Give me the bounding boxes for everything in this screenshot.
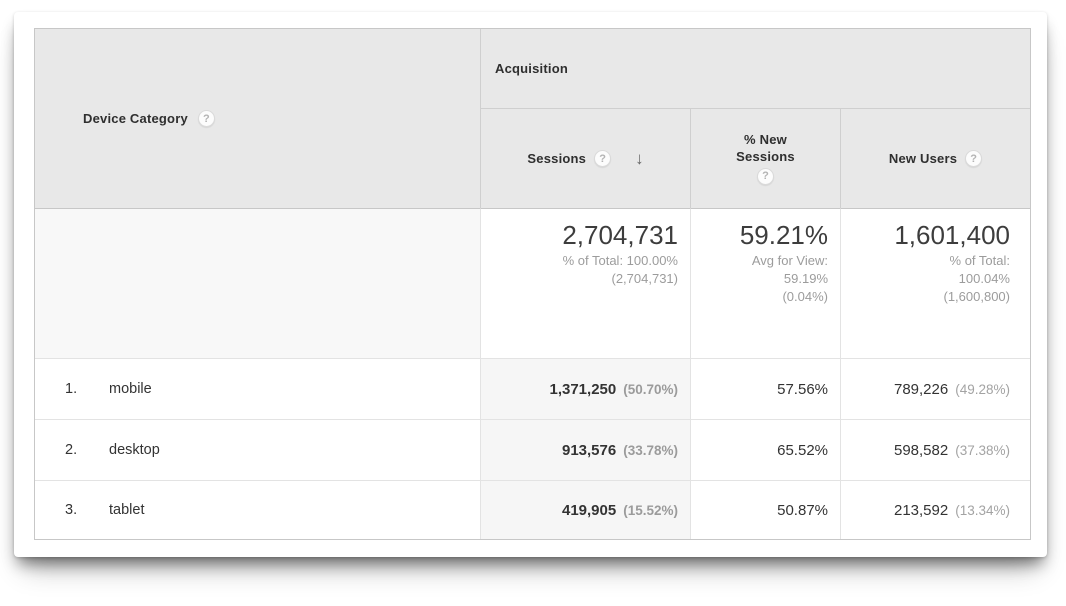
summary-dimension-cell [35,208,480,358]
new-users-column-header[interactable]: New Users ? [840,108,1030,208]
help-icon[interactable]: ? [757,167,774,185]
new-users-value: 213,592 [893,501,949,519]
summary-new-users-value: 1,601,400 [894,220,1010,250]
sessions-value: 419,905 [561,501,617,519]
sessions-percent: (15.52%) [623,502,678,518]
sessions-percent: (50.70%) [623,381,678,397]
analytics-table: Device Category ? Acquisition Sessions ?… [34,28,1031,540]
help-icon[interactable]: ? [594,150,612,167]
summary-new-sessions-value: 59.21% [739,220,828,250]
summary-new-users-cell: 1,601,400 % of Total: 100.04% (1,600,800… [840,208,1030,358]
sessions-value: 1,371,250 [549,380,617,398]
new-sessions-value-cell: 57.56% [690,358,840,419]
new-users-value-cell: 213,592 (13.34%) [840,480,1030,539]
new-sessions-value-cell: 50.87% [690,480,840,539]
summary-sessions-cell: 2,704,731 % of Total: 100.00% (2,704,731… [480,208,690,358]
new-users-value-cell: 598,582 (37.38%) [840,419,1030,480]
new-users-label: New Users [888,151,958,166]
new-sessions-value: 57.56% [777,380,828,398]
screenshot-card: Device Category ? Acquisition Sessions ?… [14,12,1047,557]
summary-new-users-note: % of Total: 100.04% (1,600,800) [943,252,1011,304]
sessions-label: Sessions [527,151,587,166]
summary-new-sessions-note: Avg for View: 59.19% (0.04%) [751,252,828,304]
percent-new-sessions-column-header[interactable]: % New Sessions ? [690,108,840,208]
new-users-value-cell: 789,226 (49.28%) [840,358,1030,419]
new-sessions-value: 65.52% [777,441,828,459]
sessions-value: 913,576 [561,441,617,459]
device-category-column-header[interactable]: Device Category ? [35,29,480,208]
new-sessions-value-cell: 65.52% [690,419,840,480]
help-icon[interactable]: ? [965,150,983,167]
acquisition-group-header: Acquisition [480,29,1030,108]
row-rank: 3. [65,502,78,518]
row-rank: 2. [65,442,78,458]
sessions-value-cell: 913,576 (33.78%) [480,419,690,480]
acquisition-label: Acquisition [495,61,568,76]
new-users-percent: (13.34%) [955,502,1010,518]
new-sessions-value: 50.87% [777,501,828,519]
new-users-value: 598,582 [893,441,949,459]
row-label-desktop[interactable]: desktop [109,442,160,458]
row-label-tablet[interactable]: tablet [109,502,145,518]
table-row-dimension: 2. desktop [35,419,480,480]
table-row-dimension: 3. tablet [35,480,480,539]
new-users-percent: (37.38%) [955,442,1010,458]
sessions-percent: (33.78%) [623,442,678,458]
row-rank: 1. [65,381,78,397]
percent-new-label-line2: Sessions [736,148,795,164]
new-users-value: 789,226 [893,380,949,398]
percent-new-label-line1: % New [744,132,787,148]
sort-descending-icon[interactable]: ↓ [635,148,644,168]
sessions-column-header[interactable]: Sessions ? ↓ [480,108,690,208]
summary-sessions-value: 2,704,731 [562,220,678,250]
row-label-mobile[interactable]: mobile [109,381,152,397]
sessions-value-cell: 1,371,250 (50.70%) [480,358,690,419]
sessions-value-cell: 419,905 (15.52%) [480,480,690,539]
summary-new-sessions-cell: 59.21% Avg for View: 59.19% (0.04%) [690,208,840,358]
new-users-percent: (49.28%) [955,381,1010,397]
device-category-label: Device Category [83,111,188,126]
summary-sessions-note: % of Total: 100.00% (2,704,731) [562,252,678,286]
table-row-dimension: 1. mobile [35,358,480,419]
help-icon[interactable]: ? [197,110,215,127]
